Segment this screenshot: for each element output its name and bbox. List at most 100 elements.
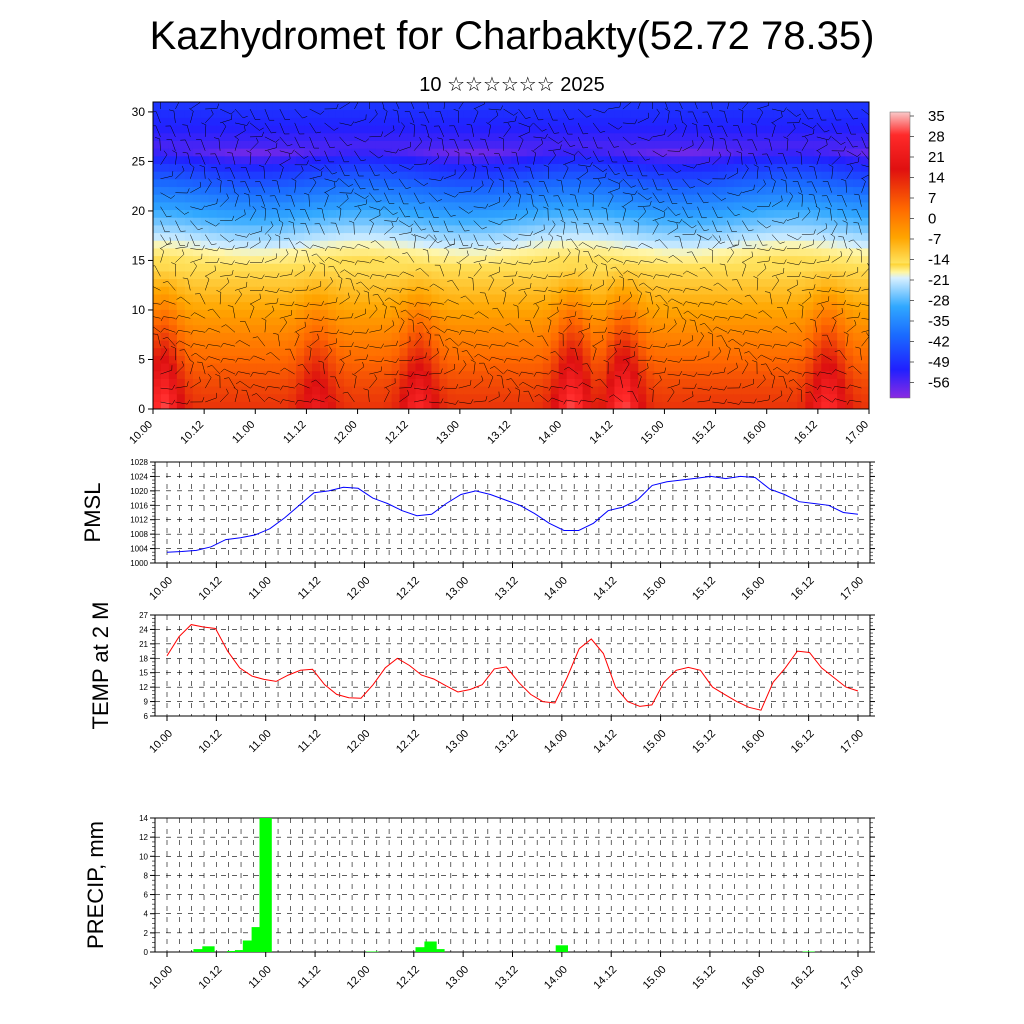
heatmap-cell (487, 316, 496, 326)
heatmap-cell (224, 171, 234, 180)
heatmap-cell (407, 171, 417, 180)
heatmap-cell (176, 209, 186, 218)
heatmap-cell (153, 278, 162, 287)
heatmap-cell (749, 201, 759, 211)
heatmap-cell (192, 309, 202, 318)
wind-barb (309, 175, 322, 180)
heatmap-cell (686, 224, 695, 234)
heatmap-cell (343, 148, 353, 157)
wind-barb-flag (425, 385, 429, 391)
wind-barb (446, 316, 459, 319)
heatmap-cell (590, 362, 600, 372)
heatmap-cell (375, 286, 385, 295)
wind-barb-flag (190, 330, 194, 335)
wind-barb (160, 220, 166, 232)
heatmap-cell (670, 217, 679, 226)
heatmap-cell (304, 263, 313, 272)
heatmap-cell (646, 332, 655, 341)
heatmap-cell (662, 132, 671, 141)
heatmap-cell (781, 125, 791, 134)
heatmap-cell (176, 102, 186, 111)
heatmap-cell (503, 255, 512, 264)
heatmap-cell (654, 109, 663, 118)
heatmap-cell (328, 163, 337, 172)
heatmap-cell (678, 247, 687, 257)
wind-barb-flag (558, 332, 564, 335)
heatmap-cell (153, 148, 162, 157)
heatmap-cell (192, 232, 202, 241)
heatmap-cell (415, 125, 425, 134)
heatmap-cell (678, 224, 687, 234)
heatmap-cell (638, 324, 647, 333)
heatmap-cell (184, 186, 194, 195)
heatmap-cell (359, 385, 369, 395)
heatmap-cell (598, 362, 608, 372)
heatmap-cell (821, 140, 830, 149)
heatmap-cell (471, 155, 480, 164)
heatmap-cell (160, 186, 170, 195)
heatmap-cell (153, 270, 162, 280)
heatmap-cell (232, 309, 242, 318)
heatmap-cell (304, 339, 313, 349)
wind-barb-flag (350, 330, 355, 335)
wind-barb-flag (349, 220, 354, 223)
wind-barb (190, 381, 201, 389)
heatmap-cell (375, 324, 385, 333)
heatmap-cell (701, 255, 711, 264)
heatmap-cell (471, 240, 480, 249)
heatmap-cell (312, 293, 321, 303)
heatmap-cell (447, 186, 456, 195)
heatmap-cell (495, 339, 504, 349)
heatmap-cell (670, 393, 679, 402)
wind-barb-flag (429, 315, 433, 321)
heatmap-cell (272, 347, 281, 356)
heatmap-cell (264, 201, 273, 211)
wind-barb-flag (252, 336, 258, 339)
wind-barb-flag (515, 116, 517, 122)
wind-barb (413, 141, 422, 151)
heatmap-cell (153, 178, 162, 188)
wind-barb (466, 350, 474, 361)
wind-barb-flag (276, 273, 280, 278)
heatmap-cell (733, 370, 743, 379)
heatmap-cell (590, 102, 600, 111)
heatmap-cell (304, 316, 313, 326)
heatmap-cell (240, 140, 250, 149)
heatmap-cell (709, 117, 719, 126)
heatmap-cell (709, 309, 719, 318)
heatmap-cell (208, 132, 218, 141)
heatmap-cell (471, 255, 480, 264)
heatmap-cell (693, 263, 703, 272)
heatmap-cell (686, 240, 695, 249)
heatmap-cell (861, 339, 869, 349)
heatmap-cell (725, 378, 735, 387)
heatmap-cell (821, 201, 830, 211)
heatmap-cell (693, 301, 703, 310)
heatmap-cell (598, 355, 608, 364)
heatmap-cell (534, 125, 544, 134)
heatmap-cell (805, 194, 814, 203)
heatmap-cell (773, 109, 783, 118)
heatmap-cell (701, 339, 711, 349)
heatmap-cell (272, 324, 281, 333)
wind-barb-flag (399, 271, 404, 276)
heatmap-cell (184, 293, 194, 303)
heatmap-cell (566, 293, 576, 303)
wind-barb (592, 265, 598, 277)
heatmap-cell (511, 171, 520, 180)
wind-barb (324, 318, 337, 321)
heatmap-cell (471, 316, 480, 326)
heatmap-cell (837, 401, 846, 409)
heatmap-cell (670, 309, 679, 318)
wind-barb (264, 136, 276, 143)
wind-barb (447, 299, 459, 305)
heatmap-cell (296, 393, 305, 402)
wind-barb (354, 376, 357, 389)
heatmap-cell (566, 201, 576, 211)
heatmap-cell (662, 293, 671, 303)
wind-barb (160, 401, 173, 405)
wind-barb (219, 108, 232, 115)
heatmap-cell (184, 148, 194, 157)
heatmap-cell (638, 247, 647, 257)
heatmap-cell (646, 171, 655, 180)
